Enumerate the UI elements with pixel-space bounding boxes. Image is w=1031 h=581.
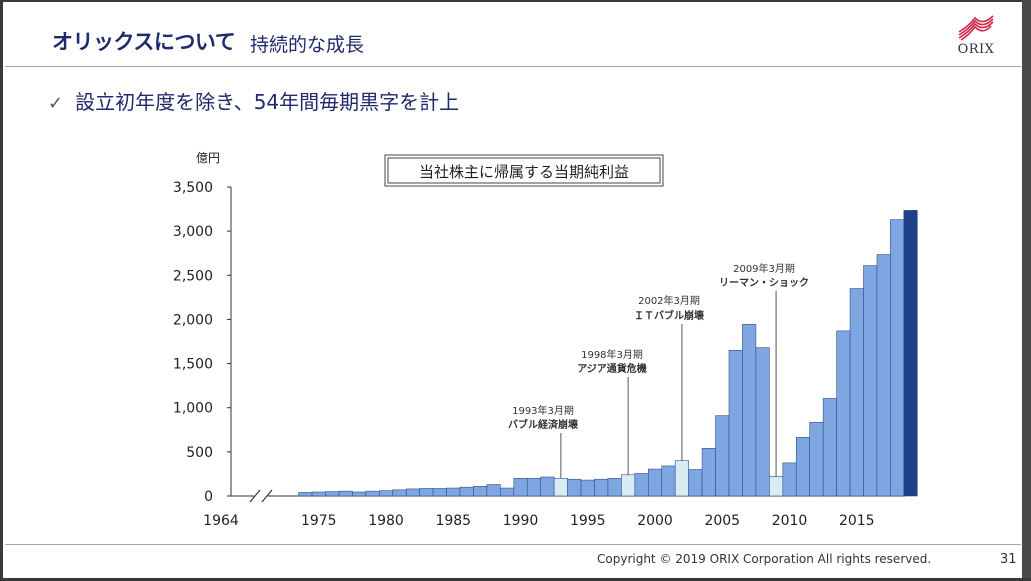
bar-1984 bbox=[432, 488, 447, 497]
bar-1987 bbox=[473, 485, 488, 497]
bar-2017 bbox=[876, 254, 891, 497]
x-tick-label: 2015 bbox=[839, 513, 875, 529]
bar-2005 bbox=[715, 415, 730, 497]
bar-2001 bbox=[661, 465, 676, 497]
frame-top bbox=[0, 0, 1031, 2]
x-tick-label: 1964 bbox=[203, 513, 239, 529]
y-tick-label: 2,000 bbox=[173, 312, 213, 328]
logo-text: ORIX bbox=[957, 42, 995, 57]
bar-2006 bbox=[728, 350, 743, 497]
bar-1991 bbox=[526, 478, 541, 497]
annotation-label: アジア通貨危機 bbox=[577, 362, 647, 375]
bar-1997 bbox=[607, 478, 622, 497]
bar-1995 bbox=[580, 479, 595, 497]
bar-1979 bbox=[365, 490, 380, 497]
bar-2010 bbox=[782, 462, 797, 497]
page-title: オリックスについて bbox=[52, 30, 236, 54]
annotation-label: リーマン・ショック bbox=[719, 277, 809, 289]
footer-divider bbox=[5, 544, 1021, 545]
y-tick-label: 1,500 bbox=[173, 357, 213, 373]
annotation-period: 1998年3月期 bbox=[581, 348, 643, 361]
orix-logo: ORIX bbox=[951, 12, 1001, 64]
bar-1996 bbox=[594, 478, 609, 497]
bar-1986 bbox=[459, 486, 474, 497]
axis-break-mark bbox=[261, 489, 273, 503]
frame-right bbox=[1022, 0, 1031, 581]
x-tick-label: 1975 bbox=[301, 513, 337, 529]
header-divider bbox=[5, 66, 1021, 67]
checkmark-icon: ✓ bbox=[48, 93, 64, 114]
bar-2002 bbox=[674, 460, 689, 497]
bar-2007 bbox=[742, 323, 757, 497]
annotation-label: ＩＴバブル崩壊 bbox=[634, 309, 705, 322]
bullet-text: 設立初年度を除き、54年間毎期黒字を計上 bbox=[75, 90, 460, 114]
chart-title: 当社株主に帰属する当期純利益 bbox=[419, 163, 629, 181]
y-tick-label: 0 bbox=[204, 489, 213, 505]
x-tick-label: 1995 bbox=[570, 513, 606, 529]
bar-1999 bbox=[634, 473, 649, 497]
frame-left bbox=[0, 0, 3, 581]
bar-1989 bbox=[500, 487, 515, 497]
bar-2000 bbox=[647, 468, 663, 497]
x-tick-label: 2010 bbox=[772, 513, 808, 529]
x-tick-label: 1990 bbox=[503, 513, 539, 529]
bar-2014 bbox=[836, 330, 851, 497]
page-subtitle: 持続的な成長 bbox=[250, 34, 365, 56]
bar-1993 bbox=[553, 478, 568, 497]
bar-2018 bbox=[890, 219, 905, 497]
bar-1985 bbox=[446, 487, 461, 497]
page-number: 31 bbox=[1000, 552, 1017, 567]
bar-2012 bbox=[809, 421, 824, 497]
y-axis-unit: 億円 bbox=[196, 151, 220, 165]
bar-2019 bbox=[903, 210, 918, 497]
x-tick-label: 2000 bbox=[637, 513, 673, 529]
x-tick-label: 1980 bbox=[368, 513, 404, 529]
bar-1974 bbox=[298, 492, 313, 497]
y-tick-label: 2,500 bbox=[173, 268, 213, 284]
bar-1977 bbox=[338, 490, 353, 497]
orix-logo-mark-icon bbox=[958, 15, 994, 41]
x-tick-label: 2005 bbox=[704, 513, 740, 529]
annotation-period: 2009年3月期 bbox=[733, 262, 795, 275]
bar-2003 bbox=[688, 469, 703, 497]
y-tick-label: 3,000 bbox=[173, 224, 213, 240]
bar-1975 bbox=[311, 491, 326, 497]
bar-1988 bbox=[486, 484, 501, 497]
annotation-label: バブル経済崩壊 bbox=[508, 418, 579, 431]
bar-1990 bbox=[513, 478, 528, 497]
bar-1992 bbox=[540, 476, 555, 497]
x-tick-label: 1985 bbox=[435, 513, 471, 529]
bullet-point: ✓ 設立初年度を除き、54年間毎期黒字を計上 bbox=[48, 86, 459, 115]
bar-1982 bbox=[405, 488, 420, 497]
bar-2011 bbox=[795, 436, 810, 497]
bar-2004 bbox=[701, 448, 716, 497]
frame-bottom bbox=[0, 578, 1031, 581]
annotation-period: 2002年3月期 bbox=[638, 294, 700, 307]
bar-2008 bbox=[755, 347, 770, 497]
y-tick-label: 3,500 bbox=[173, 180, 213, 196]
bar-1983 bbox=[419, 488, 434, 497]
bar-2015 bbox=[849, 288, 864, 497]
chart-title-box-outer bbox=[384, 154, 664, 187]
bar-1980 bbox=[378, 490, 394, 497]
bar-1981 bbox=[392, 489, 407, 497]
bar-1998 bbox=[621, 474, 636, 497]
bar-2013 bbox=[822, 398, 837, 497]
bar-1976 bbox=[325, 491, 340, 497]
chart-title-box-inner bbox=[387, 157, 661, 184]
axis-break-mark bbox=[249, 489, 261, 503]
bar-1978 bbox=[352, 491, 367, 497]
bar-2009 bbox=[769, 476, 784, 497]
bar-2016 bbox=[863, 265, 878, 497]
copyright-text: Copyright © 2019 ORIX Corporation All ri… bbox=[597, 552, 932, 566]
bar-1994 bbox=[567, 478, 582, 497]
y-tick-label: 500 bbox=[186, 445, 213, 461]
y-tick-label: 1,000 bbox=[173, 401, 213, 417]
annotation-period: 1993年3月期 bbox=[512, 404, 574, 417]
